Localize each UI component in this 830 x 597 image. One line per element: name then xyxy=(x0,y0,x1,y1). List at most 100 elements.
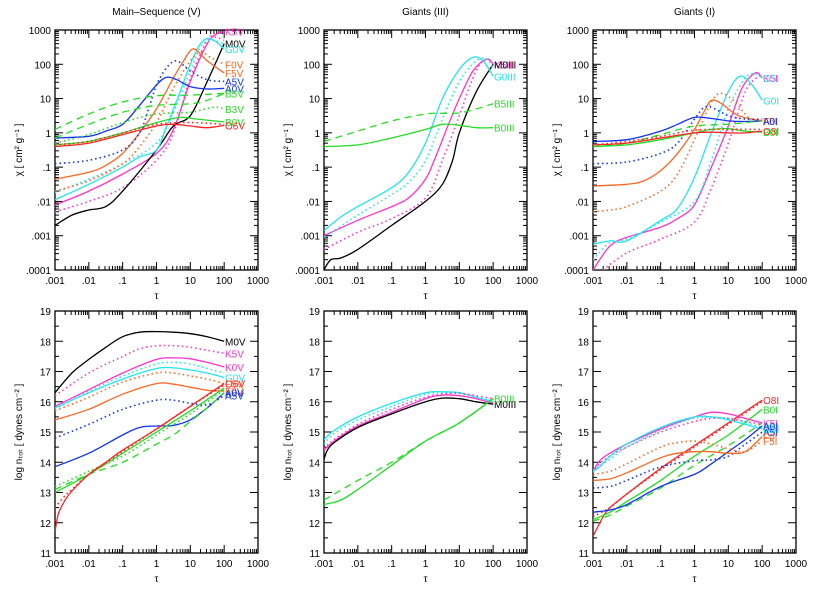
y-tick-label: .001 xyxy=(301,232,321,243)
x-tick-label: .01 xyxy=(620,559,634,570)
y-tick-label: 14 xyxy=(578,458,590,469)
series-line-k0iii xyxy=(324,58,494,251)
series-line-a5v xyxy=(55,394,225,439)
series-group xyxy=(55,330,225,532)
series-line-k5i xyxy=(593,71,763,270)
series-label-k5v: K5V xyxy=(225,28,244,39)
series-line-g5v xyxy=(55,361,225,411)
y-tick-label: 10 xyxy=(309,95,321,106)
x-tick-label: 100 xyxy=(485,276,502,287)
series-line-b5v xyxy=(55,92,225,130)
series-label-o8i: O8I xyxy=(763,127,779,138)
x-axis-label: τ xyxy=(693,291,697,302)
x-tick-label: 1000 xyxy=(516,276,539,287)
series-label-k0v: K0V xyxy=(225,363,244,374)
series-label-b5v: B5V xyxy=(225,89,244,100)
series-line-m0v xyxy=(55,43,225,226)
series-label-m0v: M0V xyxy=(225,337,246,348)
series-label-b0i: B0I xyxy=(763,405,778,416)
x-tick-label: 1000 xyxy=(785,276,808,287)
x-tick-label: 1000 xyxy=(247,559,270,570)
x-tick-label: 1000 xyxy=(247,276,270,287)
x-tick-label: .01 xyxy=(82,559,96,570)
series-line-a0v xyxy=(55,392,225,468)
plot-frame xyxy=(323,310,528,554)
series-label-b0iii: B0III xyxy=(494,124,515,135)
x-tick-label: .001 xyxy=(45,559,65,570)
series-line-b0i xyxy=(593,408,763,521)
series-line-k5i xyxy=(593,411,763,472)
series-line-f0i xyxy=(593,99,763,187)
x-tick-label: 100 xyxy=(216,276,233,287)
series-line-a0i xyxy=(593,425,763,513)
series-line-o6v xyxy=(55,123,225,148)
y-axis-label: log nₜₒₜ [ dynes cm⁻² ] xyxy=(552,383,563,480)
x-tick-label: .1 xyxy=(118,276,127,287)
series-line-k5iii xyxy=(324,58,494,237)
series-label-a0i: A0I xyxy=(763,117,778,128)
series-group xyxy=(55,31,225,226)
y-tick-label: 1000 xyxy=(567,26,590,37)
series-line-f0v xyxy=(55,51,225,192)
y-tick-label: 1000 xyxy=(298,26,321,37)
series-line-g5i xyxy=(593,72,763,261)
series-line-b0v xyxy=(55,116,225,146)
y-tick-label: .0001 xyxy=(564,266,589,277)
series-line-g5v xyxy=(55,39,225,194)
series-line-f0i xyxy=(593,436,763,482)
y-tick-label: 1 xyxy=(45,129,51,140)
series-line-f5v xyxy=(55,48,225,180)
plot-frame xyxy=(592,29,797,271)
series-label-a0v: A0V xyxy=(225,84,244,95)
x-tick-label: .1 xyxy=(656,559,665,570)
chart-panel-6: .001 .01 .1 1 10 100 1000 τ 11 12 13 14 15 16 17 18 19 lo… xyxy=(552,307,808,585)
y-tick-label: 11 xyxy=(579,549,590,560)
x-tick-label: 1 xyxy=(423,276,429,287)
series-label-m0v: M0V xyxy=(225,40,246,51)
series-line-m0iii xyxy=(324,397,494,460)
series-label-f5i: F5I xyxy=(763,437,777,448)
y-tick-label: 16 xyxy=(578,398,590,409)
y-tick-label: .01 xyxy=(37,197,51,208)
y-tick-label: 1 xyxy=(314,129,320,140)
y-tick-label: 18 xyxy=(309,337,321,348)
panel-title: Giants (III) xyxy=(402,7,449,18)
y-tick-label: 100 xyxy=(303,60,320,71)
y-tick-label: 1 xyxy=(583,129,589,140)
series-line-k0i xyxy=(602,74,763,270)
y-tick-label: 10 xyxy=(40,95,52,106)
y-axis-label: χ [ cm² g⁻¹ ] xyxy=(283,123,294,176)
series-label-f5v: F5V xyxy=(225,380,244,391)
x-tick-label: 100 xyxy=(216,559,233,570)
x-tick-label: .1 xyxy=(656,276,665,287)
panel-title: Main–Sequence (V) xyxy=(112,7,200,18)
y-tick-label: 15 xyxy=(309,428,321,439)
x-tick-label: .01 xyxy=(620,276,634,287)
series-label-g0iii: G0III xyxy=(494,72,516,83)
series-label-a5i: A5I xyxy=(763,428,778,439)
series-line-f5v xyxy=(55,371,225,412)
series-line-b0iii xyxy=(324,123,494,148)
y-tick-label: 15 xyxy=(578,428,590,439)
series-line-g0v xyxy=(55,37,225,201)
series-line-g5i xyxy=(593,416,763,471)
series-label-b0v: B0V xyxy=(225,118,244,129)
series-line-k5v xyxy=(55,31,225,206)
x-tick-label: 1 xyxy=(692,559,698,570)
series-line-b3v xyxy=(55,106,225,144)
series-label-f5i: F5I xyxy=(763,117,777,128)
series-label-o8i: O8I xyxy=(763,396,779,407)
x-axis-label: τ xyxy=(155,574,159,585)
series-label-f0v: F0V xyxy=(225,387,244,398)
series-line-k0i xyxy=(593,417,763,474)
x-tick-label: 1 xyxy=(154,276,160,287)
x-tick-label: 10 xyxy=(454,276,466,287)
y-tick-label: 1000 xyxy=(29,26,52,37)
series-line-o6i xyxy=(593,128,763,146)
series-label-g0v: G0V xyxy=(225,45,245,56)
y-tick-label: 11 xyxy=(310,549,321,560)
series-line-g0v xyxy=(55,366,225,409)
series-line-b0i xyxy=(593,127,763,148)
x-tick-label: .001 xyxy=(314,276,334,287)
y-tick-label: 17 xyxy=(578,368,590,379)
